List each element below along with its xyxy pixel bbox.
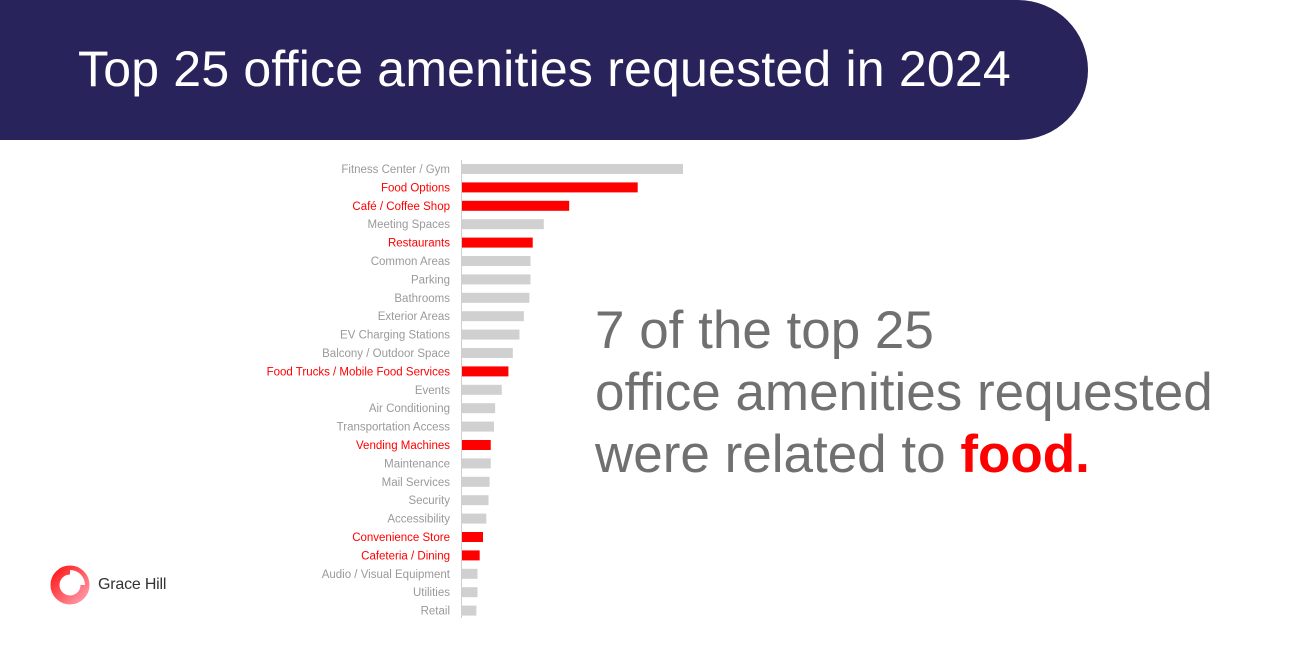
bar-4 xyxy=(462,237,533,248)
bar-15 xyxy=(462,440,491,450)
bar-0 xyxy=(462,164,683,174)
category-label-4: Restaurants xyxy=(388,238,450,250)
bar-12 xyxy=(462,384,502,395)
bar-9 xyxy=(462,329,520,340)
bar-20 xyxy=(462,532,483,542)
category-label-5: Common Areas xyxy=(371,256,451,268)
category-label-16: Maintenance xyxy=(384,458,450,470)
title-banner: Top 25 office amenities requested in 202… xyxy=(0,0,1088,140)
bar-16 xyxy=(462,458,491,469)
category-label-7: Bathrooms xyxy=(394,293,450,305)
category-label-9: EV Charging Stations xyxy=(340,330,450,342)
category-label-19: Accessibility xyxy=(387,514,450,526)
bar-3 xyxy=(462,219,544,230)
category-label-12: Events xyxy=(415,385,450,397)
bar-24 xyxy=(462,605,477,616)
tagline-line-3: were related to food. xyxy=(595,424,1213,486)
category-label-8: Exterior Areas xyxy=(378,311,450,323)
bars-layer xyxy=(462,164,683,616)
category-label-24: Retail xyxy=(421,606,450,618)
page-title: Top 25 office amenities requested in 202… xyxy=(78,41,1011,97)
tagline-highlight-food: food. xyxy=(960,425,1090,484)
category-label-0: Fitness Center / Gym xyxy=(341,164,450,176)
tagline: 7 of the top 25 office amenities request… xyxy=(595,300,1213,486)
labels-layer: Fitness Center / Gym Food Options Café / C… xyxy=(267,164,451,618)
bar-19 xyxy=(462,513,487,524)
tagline-line-3-prefix: were related to xyxy=(595,425,961,484)
category-label-15: Vending Machines xyxy=(356,440,450,452)
category-label-13: Air Conditioning xyxy=(369,403,450,415)
bar-21 xyxy=(462,550,480,561)
bar-6 xyxy=(462,274,531,285)
category-label-23: Utilities xyxy=(413,587,450,599)
bar-11 xyxy=(462,366,509,377)
bar-10 xyxy=(462,348,513,358)
bar-2 xyxy=(462,200,570,211)
category-label-20: Convenience Store xyxy=(352,532,450,544)
grace-hill-logo-icon xyxy=(50,565,90,605)
category-label-10: Balcony / Outdoor Space xyxy=(322,348,450,360)
tagline-line-2: office amenities requested xyxy=(595,363,1213,422)
category-label-1: Food Options xyxy=(381,182,450,194)
category-label-2: Café / Coffee Shop xyxy=(352,201,450,213)
category-label-11: Food Trucks / Mobile Food Services xyxy=(267,366,451,378)
brand-name: Grace Hill xyxy=(98,576,167,593)
bar-8 xyxy=(462,311,524,322)
bar-1 xyxy=(462,182,638,193)
category-label-17: Mail Services xyxy=(382,477,451,489)
bar-13 xyxy=(462,403,496,414)
bar-14 xyxy=(462,421,495,432)
category-label-21: Cafeteria / Dining xyxy=(361,550,450,562)
category-label-18: Security xyxy=(408,495,450,507)
bar-23 xyxy=(462,587,478,598)
bar-18 xyxy=(462,495,489,506)
bar-17 xyxy=(462,476,490,487)
bar-5 xyxy=(462,256,531,266)
category-label-22: Audio / Visual Equipment xyxy=(322,569,451,581)
category-label-3: Meeting Spaces xyxy=(368,219,451,231)
category-label-14: Transportation Access xyxy=(337,422,451,434)
amenities-bar-chart: Fitness Center / Gym Food Options Café / C… xyxy=(267,160,683,618)
bar-22 xyxy=(462,568,478,579)
bar-7 xyxy=(462,292,530,303)
brand-logo: Grace Hill xyxy=(50,565,166,605)
category-label-6: Parking xyxy=(411,274,450,286)
tagline-line-1: 7 of the top 25 xyxy=(595,301,934,360)
